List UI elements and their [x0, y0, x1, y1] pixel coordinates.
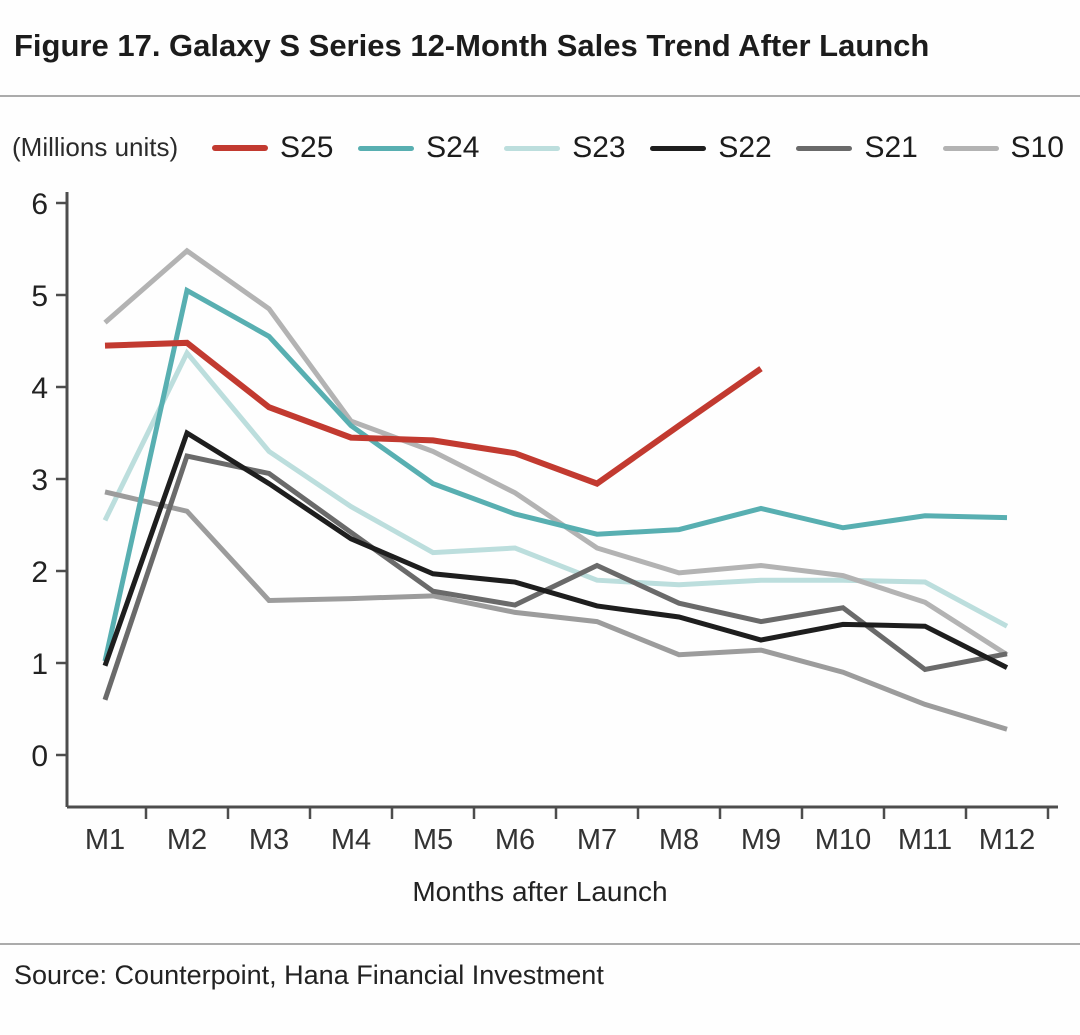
figure-title: Figure 17. Galaxy S Series 12-Month Sale… [14, 28, 930, 63]
y-tick-label-5: 5 [31, 280, 48, 313]
legend-label-S24: S24 [426, 131, 480, 164]
chart-canvas: 0 1 2 3 4 5 6 M1 M2 M3 M4 M5 M6 M7 M8 M9 M10 M11 M12 [31, 188, 1058, 856]
footer-divider [0, 943, 1080, 945]
legend: S25 S24 S23 S22 S21 S10 [212, 128, 1064, 168]
x-tick-label-M11: M11 [898, 824, 952, 856]
legend-swatch-S10 [942, 145, 999, 151]
legend-swatch-S23 [504, 145, 561, 151]
legend-swatch-S22 [650, 145, 707, 151]
y-tick-label-3: 3 [31, 464, 48, 497]
y-units-label: (Millions units) [12, 132, 179, 162]
legend-label-S22: S22 [718, 131, 772, 164]
series-line-S21 [102, 453, 1008, 701]
y-tick-label-2: 2 [31, 556, 48, 589]
x-tick-label-M8: M8 [659, 824, 699, 856]
x-tick-label-M9: M9 [741, 824, 781, 856]
legend-label-S21: S21 [864, 131, 918, 164]
y-tick-label-6: 6 [31, 188, 48, 221]
legend-label-S10: S10 [1010, 131, 1064, 164]
legend-swatch-S25 [212, 145, 268, 151]
series-line-S10 [103, 247, 1009, 657]
series-line-S25 [104, 339, 763, 487]
x-tick-label-M4: M4 [331, 824, 371, 856]
source-note: Source: Counterpoint, Hana Financial Inv… [14, 960, 604, 990]
legend-swatch-S21 [796, 145, 853, 151]
legend-item-S24: S24 [358, 131, 480, 165]
y-tick-label-4: 4 [31, 372, 48, 405]
legend-item-S21: S21 [796, 131, 918, 165]
legend-item-S22: S22 [650, 131, 772, 165]
x-tick-label-M3: M3 [249, 824, 289, 856]
x-tick-label-M2: M2 [167, 824, 207, 856]
x-tick-label-M6: M6 [495, 824, 535, 856]
legend-swatch-S24 [358, 145, 415, 151]
series-line-S22 [102, 429, 1009, 670]
x-tick-label-M7: M7 [577, 824, 617, 856]
series-line-unlabeled-gray [104, 489, 1008, 732]
legend-item-S25: S25 [212, 131, 333, 165]
title-divider [0, 95, 1080, 97]
y-tick-label-1: 1 [31, 648, 48, 681]
legend-item-S23: S23 [504, 131, 626, 165]
x-tick-label-M1: M1 [85, 824, 125, 856]
line-chart: 0 1 2 3 4 5 6 M1 M2 M3 M4 M5 M6 M7 M8 M9 M10 M11 M12 [31, 188, 1058, 856]
x-tick-label-M5: M5 [413, 824, 453, 856]
x-axis-title: Months after Launch [412, 876, 668, 907]
legend-item-S10: S10 [942, 131, 1064, 165]
x-tick-label-M12: M12 [979, 824, 1035, 856]
legend-label-S23: S23 [572, 131, 626, 164]
legend-label-S25: S25 [280, 131, 334, 164]
x-tick-label-M10: M10 [815, 824, 871, 856]
y-tick-label-0: 0 [31, 740, 48, 773]
series-line-S24 [102, 286, 1008, 662]
